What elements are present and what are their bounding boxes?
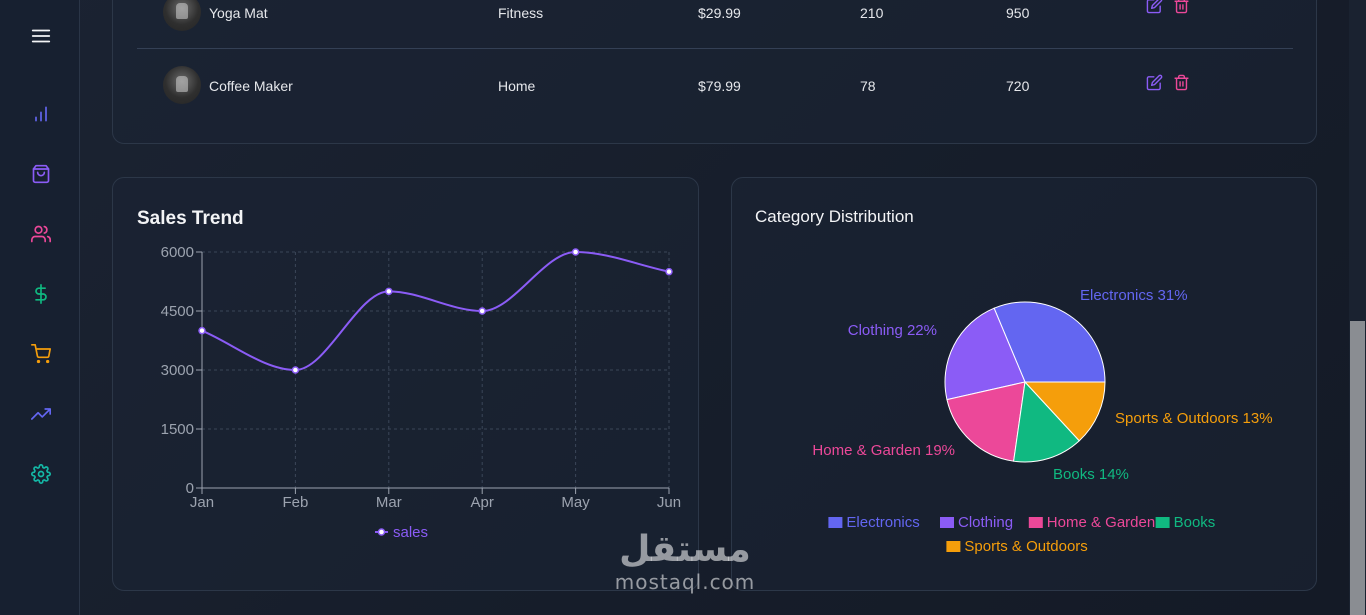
product-image: [163, 0, 201, 31]
category-distribution-chart: Electronics 31% Clothing 22% Home & Garden…: [812, 287, 1273, 555]
row-divider: [137, 48, 1293, 49]
pie-slice-label: Home & Garden 19%: [812, 442, 955, 459]
delete-button[interactable]: [1173, 0, 1190, 14]
pie-slice: [993, 301, 1106, 383]
table-row: Yoga Mat Fitness $29.99 210 950: [137, 0, 1293, 49]
legend: sales: [375, 524, 428, 541]
data-point: [385, 287, 393, 296]
sidebar-item-customers[interactable]: [26, 219, 56, 249]
table-row: Coffee Maker Home $79.99 78 720: [137, 50, 1293, 122]
product-sales: 720: [1006, 78, 1030, 94]
row-actions: [1146, 46, 1190, 118]
x-tick-label: Jun: [657, 494, 681, 511]
legend-marker: [377, 528, 386, 536]
legend-label: Clothing: [958, 514, 1013, 531]
x-tick-label: Feb: [282, 494, 308, 511]
trash-icon: [1174, 74, 1189, 90]
product-price: $79.99: [698, 78, 741, 94]
edit-icon: [1146, 0, 1163, 13]
product-image: [163, 66, 201, 104]
cart-icon: [31, 344, 51, 364]
products-table-card: Yoga Mat Fitness $29.99 210 950 Coffee M…: [112, 0, 1317, 144]
scrollbar-thumb[interactable]: [1350, 321, 1365, 615]
data-point: [291, 366, 300, 374]
category-distribution-title: Category Distribution: [755, 207, 914, 226]
pie-slice-label: Sports & Outdoors 13%: [1115, 410, 1273, 427]
edit-button[interactable]: [1146, 74, 1163, 91]
product-name: Yoga Mat: [209, 5, 268, 21]
legend-label: Electronics: [846, 514, 919, 531]
product-category: Home: [498, 78, 536, 94]
y-tick-label: 1500: [161, 421, 194, 438]
pie-slice: [944, 307, 1026, 401]
pie-slice: [1013, 380, 1080, 463]
data-point: [571, 248, 580, 256]
product-category: Fitness: [498, 5, 544, 21]
category-distribution-card: Category Distribution Electronics 31% Clo…: [731, 177, 1317, 591]
delete-button[interactable]: [1173, 74, 1190, 91]
legend-label: Books: [1174, 514, 1216, 531]
legend-swatch: [946, 541, 961, 552]
sales-trend-chart: 0 1500 3000 4500 6000 Jan Feb Mar Apr May Jun sales: [161, 244, 681, 541]
y-tick-label: 6000: [161, 244, 194, 261]
pie-slice: [1023, 381, 1106, 442]
menu-icon: [31, 29, 51, 43]
product-stock: 78: [860, 78, 876, 94]
y-tick-label: 0: [186, 480, 194, 497]
trending-up-icon: [31, 408, 51, 420]
sidebar: [0, 0, 80, 615]
legend-label: Sports & Outdoors: [964, 538, 1087, 555]
x-tick-label: Jan: [190, 494, 214, 511]
x-tick-label: Mar: [376, 494, 402, 511]
settings-icon: [31, 464, 51, 484]
data-point: [665, 267, 673, 276]
sidebar-item-products[interactable]: [26, 159, 56, 189]
menu-button[interactable]: [26, 21, 56, 51]
data-point: [478, 307, 486, 315]
sidebar-item-revenue[interactable]: [26, 279, 56, 309]
product-stock: 210: [860, 5, 884, 21]
sales-trend-card: Sales Trend 0 1500 3000 4500 6000 Jan Feb Mar Ap…: [112, 177, 699, 591]
legend-label: Home & Garden: [1047, 514, 1155, 531]
dollar-icon: [35, 284, 47, 304]
edit-button[interactable]: [1146, 0, 1163, 14]
product-price: $29.99: [698, 5, 741, 21]
x-tick-label: May: [561, 494, 590, 511]
legend-swatch: [828, 517, 843, 528]
sales-trend-title: Sales Trend: [137, 208, 244, 229]
legend-swatch: [940, 517, 954, 528]
pie-slice-label: Clothing 22%: [848, 322, 937, 339]
sidebar-item-settings[interactable]: [26, 459, 56, 489]
y-tick-label: 3000: [161, 362, 194, 379]
sidebar-item-trends[interactable]: [26, 399, 56, 429]
x-tick-label: Apr: [471, 494, 494, 511]
product-name: Coffee Maker: [209, 78, 293, 94]
product-sales: 950: [1006, 5, 1030, 21]
shopping-bag-icon: [32, 164, 50, 184]
legend-label: sales: [393, 524, 428, 541]
pie-slice-label: Books 14%: [1053, 466, 1129, 483]
sidebar-item-orders[interactable]: [26, 339, 56, 369]
users-icon: [31, 225, 51, 243]
y-tick-label: 4500: [161, 303, 194, 320]
trash-icon: [1174, 0, 1189, 13]
pie-slice: [946, 381, 1026, 462]
legend-swatch: [1028, 517, 1043, 528]
legend-swatch: [1155, 517, 1170, 528]
pie-slice-label: Electronics 31%: [1080, 287, 1188, 304]
row-actions: [1146, 0, 1190, 41]
sidebar-item-analytics[interactable]: [26, 99, 56, 129]
data-point: [198, 326, 206, 335]
edit-icon: [1146, 74, 1163, 90]
bar-chart-icon: [35, 106, 47, 122]
